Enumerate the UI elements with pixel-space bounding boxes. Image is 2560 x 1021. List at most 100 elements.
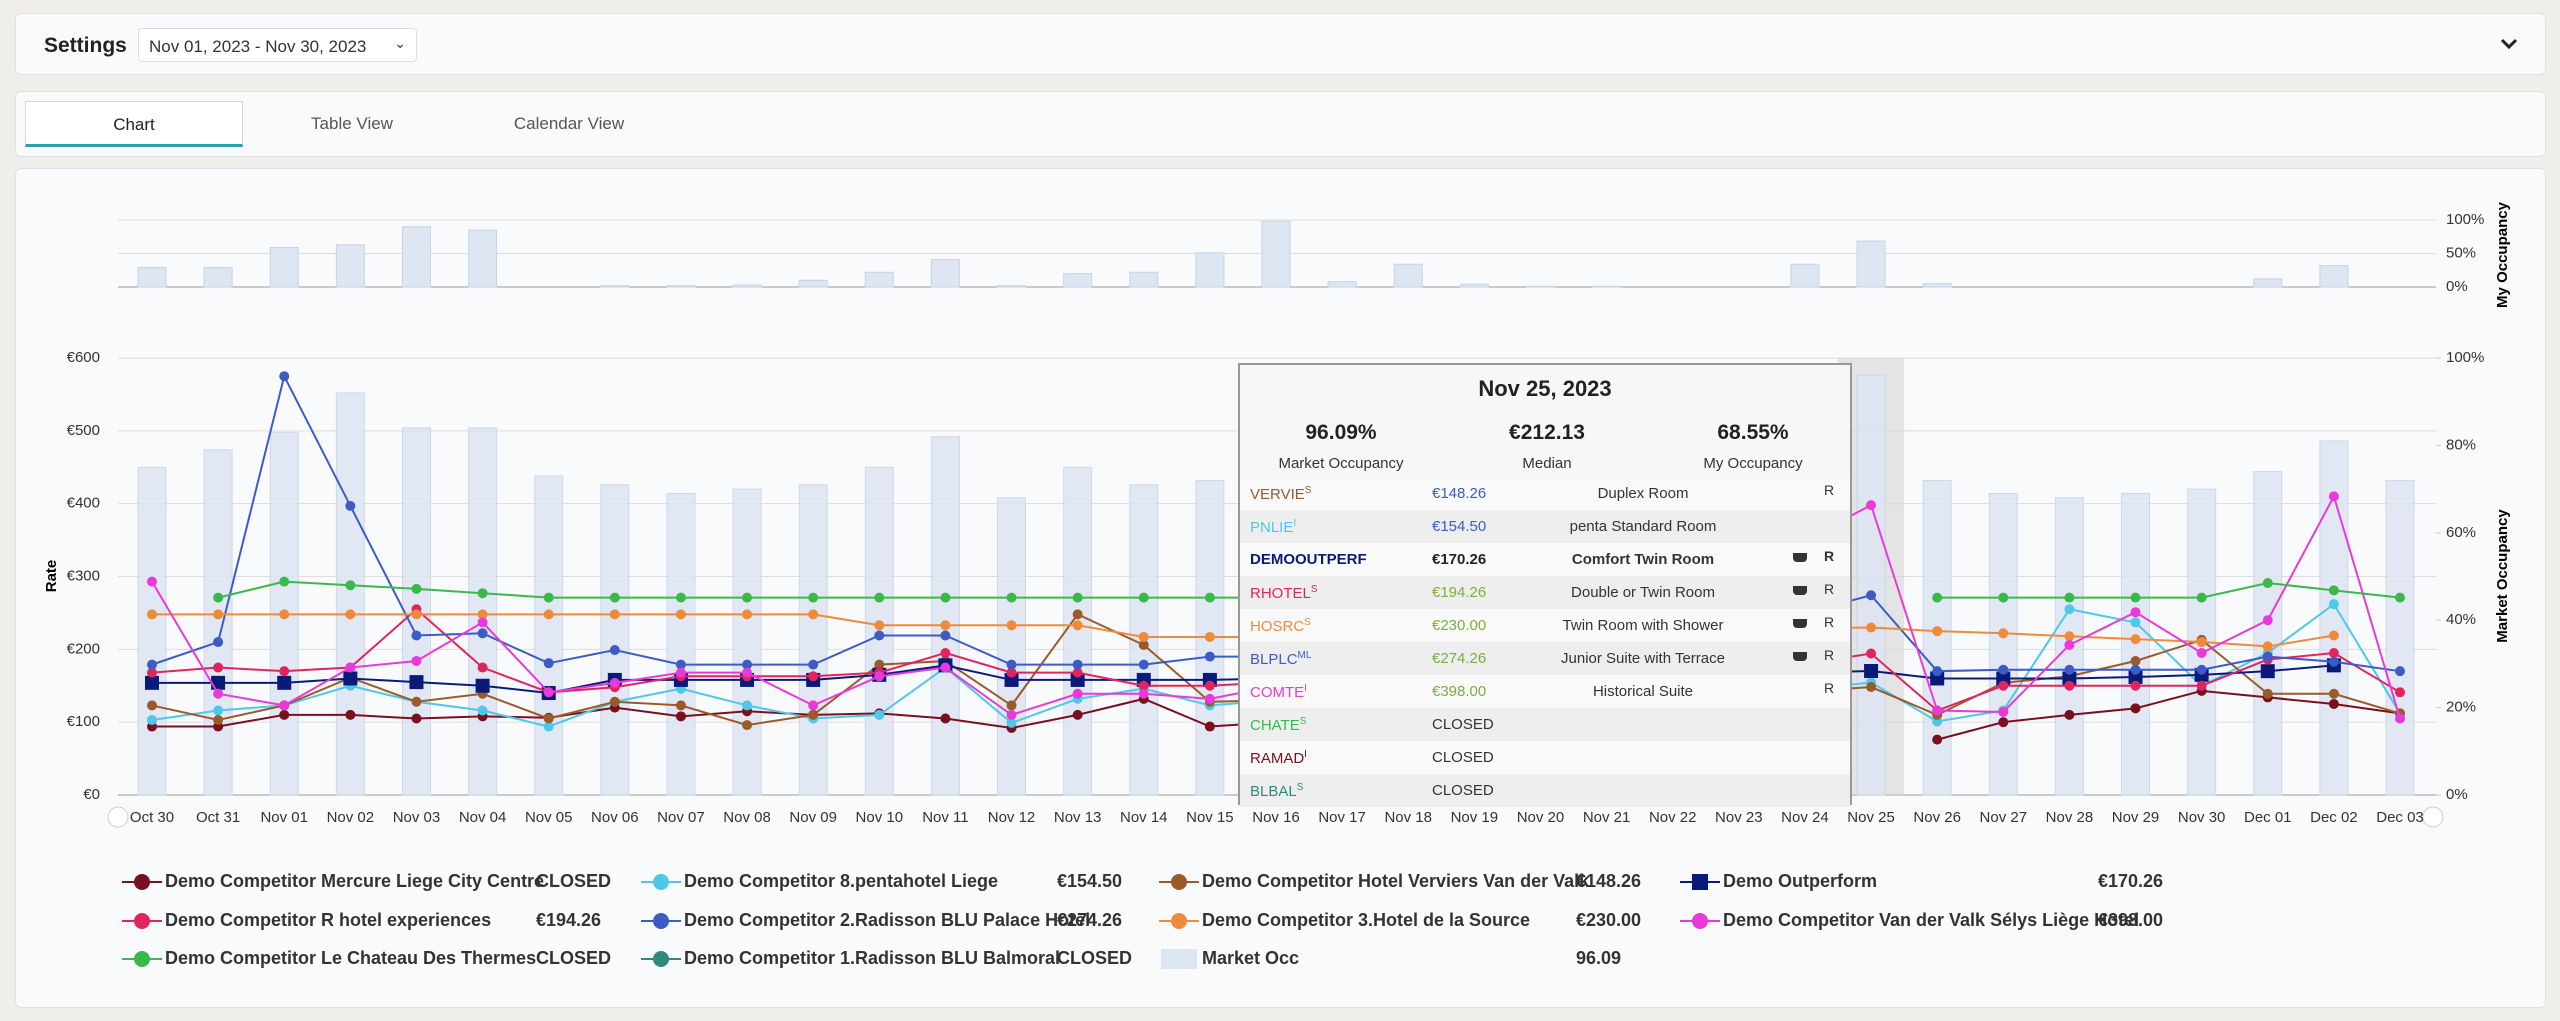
- legend-marker: [1692, 874, 1708, 890]
- code-text: BLPLC: [1250, 651, 1298, 668]
- point: [477, 609, 488, 620]
- range-handle[interactable]: [107, 806, 129, 828]
- bar: [335, 392, 365, 796]
- point: [345, 662, 356, 673]
- point: [411, 609, 422, 620]
- x-tick-label: Nov 22: [1649, 809, 1697, 826]
- point: [147, 609, 157, 620]
- date-range-dropdown[interactable]: Nov 01, 2023 - Nov 30, 2023 ⌄: [138, 28, 417, 62]
- legend-item[interactable]: Demo Competitor Hotel Verviers Van der V…: [1159, 871, 1641, 891]
- legend-marker: [1171, 913, 1187, 929]
- point: [742, 720, 753, 731]
- range-handle[interactable]: [2422, 806, 2444, 828]
- point: [279, 609, 290, 620]
- point: [213, 662, 224, 673]
- tab[interactable]: Calendar View: [513, 114, 625, 133]
- settings-title: Settings: [44, 34, 127, 57]
- point: [742, 700, 753, 711]
- x-tick-label: Nov 13: [1054, 809, 1102, 826]
- tab[interactable]: Chart: [25, 101, 243, 147]
- point: [411, 583, 422, 594]
- x-tick-label: Nov 04: [459, 809, 507, 826]
- point: [675, 592, 686, 603]
- point: [477, 628, 488, 639]
- hotel-code: PNLIEI: [1250, 518, 1296, 536]
- point: [147, 667, 157, 678]
- bar: [269, 246, 299, 288]
- point: [2130, 592, 2141, 603]
- axis-title: My Occupancy: [2494, 201, 2511, 308]
- x-tick-label: Nov 02: [327, 809, 375, 826]
- legend-item[interactable]: Demo Competitor 2.Radisson BLU Palace Ho…: [641, 910, 1122, 930]
- y-tick-label: €500: [67, 422, 100, 439]
- point: [874, 620, 885, 631]
- point: [213, 637, 224, 648]
- legend-item[interactable]: Demo Competitor 3.Hotel de la Source €230…: [1159, 910, 1641, 930]
- point: [609, 609, 620, 620]
- collapse-chevron[interactable]: [2499, 36, 2519, 52]
- point: [1072, 688, 1083, 699]
- y-tick-label: €600: [67, 349, 100, 366]
- point: [1004, 672, 1019, 687]
- bar: [137, 267, 167, 288]
- legend-item[interactable]: Demo Competitor 8.pentahotel Liege €154.5…: [641, 871, 1122, 891]
- point: [213, 592, 224, 603]
- point: [1932, 592, 1943, 603]
- point: [1932, 666, 1943, 677]
- point: [940, 630, 951, 641]
- bar: [600, 285, 630, 288]
- price: €148.26: [1432, 485, 1487, 502]
- stat-value: 68.55%: [1717, 421, 1789, 444]
- point: [808, 609, 819, 620]
- tooltip-row: PNLIEI €154.50 penta Standard Room: [1240, 510, 1850, 543]
- legend-label: Demo Competitor Mercure Liege City Centr…: [165, 871, 544, 891]
- point: [609, 592, 620, 603]
- point: [609, 677, 620, 688]
- point: [279, 709, 290, 720]
- bar: [2121, 492, 2151, 796]
- code-tag: S: [1296, 782, 1304, 793]
- legend-item[interactable]: Market Occ 96.09: [1161, 948, 1621, 969]
- tab[interactable]: Table View: [311, 114, 393, 133]
- x-tick-label: Nov 05: [525, 809, 573, 826]
- point: [1204, 693, 1215, 704]
- legend-value: €274.26: [1057, 910, 1122, 930]
- point: [1864, 663, 1879, 678]
- point: [2064, 631, 2075, 642]
- legend-item[interactable]: Demo Competitor 1.Radisson BLU BalmoralC…: [641, 948, 1132, 968]
- legend-item[interactable]: Demo Outperform €170.26: [1680, 871, 2163, 891]
- point: [940, 592, 951, 603]
- bar: [1459, 283, 1489, 288]
- point: [147, 659, 157, 670]
- point: [742, 667, 753, 678]
- legend-label: Demo Competitor 8.pentahotel Liege: [684, 871, 998, 891]
- legend-item[interactable]: Demo Competitor Van der Valk Sélys Liège…: [1680, 910, 2163, 930]
- legend-marker: [653, 951, 669, 967]
- point: [1204, 651, 1215, 662]
- rate-flag: R: [1824, 482, 1835, 498]
- point: [411, 630, 422, 641]
- point: [1006, 700, 1017, 711]
- bar: [401, 226, 431, 288]
- point: [1204, 631, 1215, 642]
- point: [1072, 609, 1083, 620]
- x-tick-label: Nov 08: [723, 809, 771, 826]
- point: [2064, 680, 2075, 691]
- point: [742, 609, 753, 620]
- legend-label: Demo Competitor 1.Radisson BLU Balmoral: [684, 948, 1060, 968]
- hotel-code: VERVIES: [1250, 485, 1311, 503]
- price: €170.26: [1432, 551, 1487, 568]
- bar: [600, 484, 630, 796]
- bar: [1922, 479, 1952, 796]
- legend-item[interactable]: Demo Competitor Le Chateau Des Thermes CL…: [122, 948, 611, 968]
- point: [475, 678, 490, 693]
- legend-item[interactable]: Demo Competitor Mercure Liege City Centr…: [122, 871, 611, 891]
- hotel-code: COMTEI: [1250, 683, 1307, 701]
- legend-item[interactable]: Demo Competitor R hotel experiences €194.…: [122, 910, 601, 930]
- code-tag: I: [1304, 683, 1307, 694]
- tooltip: Nov 25, 2023 96.09% Market Occupancy €212.1…: [1238, 363, 1852, 807]
- point: [1006, 620, 1017, 631]
- point: [1866, 682, 1877, 693]
- bar: [997, 497, 1027, 796]
- room: Double or Twin Room: [1571, 584, 1715, 601]
